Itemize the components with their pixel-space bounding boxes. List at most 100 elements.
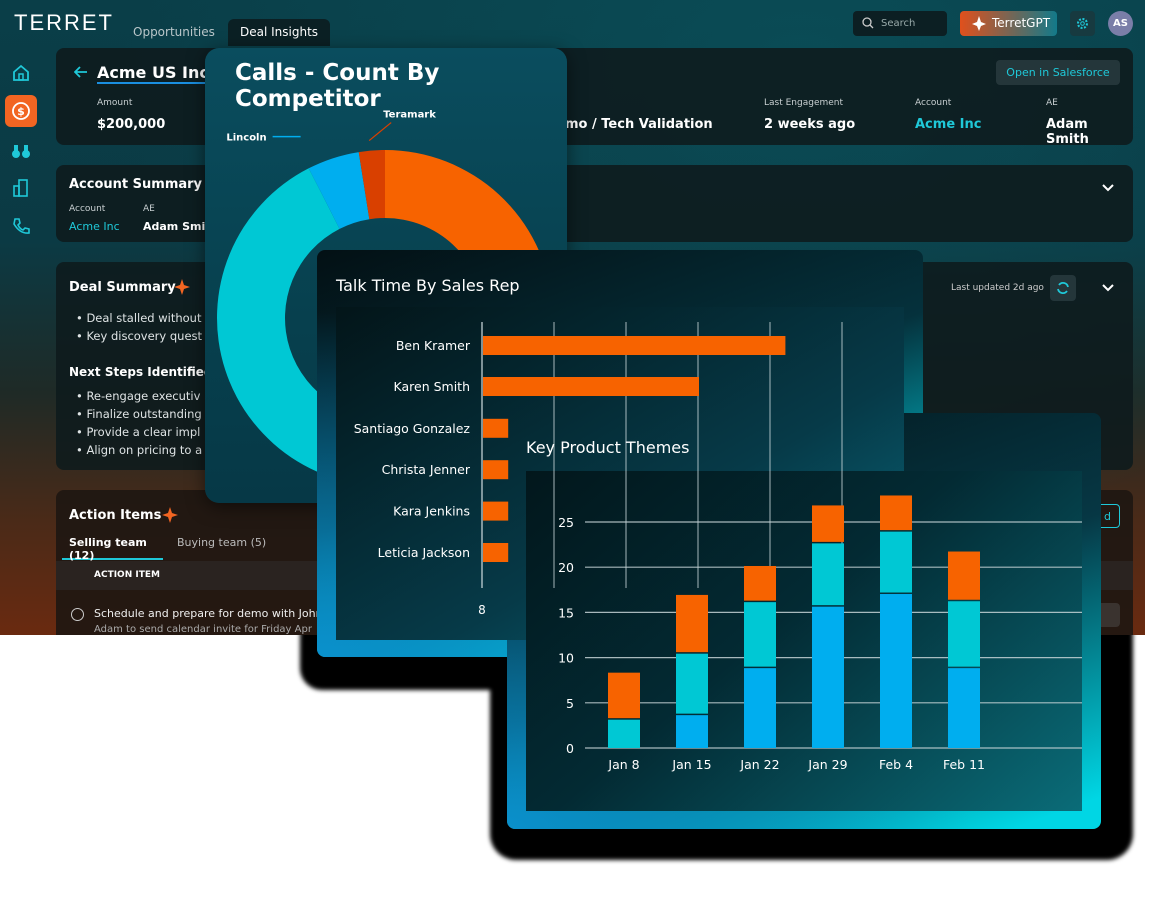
tab-opportunities[interactable]: Opportunities [133, 25, 215, 39]
bar-segment [744, 602, 776, 667]
account-link[interactable]: Acme Inc [915, 117, 982, 132]
bar [483, 336, 786, 355]
category-label: Christa Jenner [382, 462, 471, 477]
ae-label: AE [143, 204, 155, 214]
next-step-text: Provide a clear impl [86, 425, 201, 439]
bar-segment [948, 668, 980, 748]
bar [483, 460, 509, 480]
chart-title: Talk Time By Sales Rep [336, 276, 520, 295]
account-summary-title: Account Summary [69, 177, 203, 192]
themes-chart: 0 5 10 15 20 25 Jan 8 Jan 15 Jan 22 Jan 29 Feb 4 Fe… [558, 495, 1082, 772]
key-product-themes-card: Key Product Themes 0 5 10 15 20 25 Jan 8 Jan 15… [507, 413, 1101, 829]
bar-segment [676, 653, 708, 714]
category-label: Ben Kramer [396, 338, 471, 353]
ae-label: AE [1046, 98, 1058, 108]
slice-label: Teramark [383, 110, 436, 121]
donut-slice [216, 168, 412, 486]
bar [483, 377, 699, 396]
terretgpt-label: TerretGPT [992, 16, 1051, 30]
next-step: • Provide a clear impl [76, 425, 201, 439]
sidebar-item-deals[interactable]: $ [5, 95, 37, 127]
search-icon [862, 17, 874, 29]
bar-segment [880, 594, 912, 748]
deal-title[interactable]: Acme US Inc N [97, 63, 228, 84]
open-in-salesforce-button[interactable]: Open in Salesforce [996, 60, 1120, 85]
bullet-text: Deal stalled without [86, 311, 202, 325]
binoculars-icon[interactable] [10, 140, 32, 162]
next-step: • Align on pricing to a [76, 443, 203, 457]
y-tick-label: 25 [558, 515, 574, 530]
x-tick-label: Jan 8 [607, 757, 639, 772]
category-label: Leticia Jackson [378, 545, 470, 560]
y-tick-label: 20 [558, 560, 574, 575]
category-label: Santiago Gonzalez [354, 421, 471, 436]
x-tick-label: 8 [478, 603, 486, 617]
bar [483, 501, 509, 521]
svg-text:$: $ [17, 105, 25, 118]
tab-deal-insights[interactable]: Deal Insights [228, 19, 331, 46]
x-tick-label: Feb 11 [943, 757, 985, 772]
next-steps-title: Next Steps Identified [69, 365, 213, 379]
back-arrow-icon[interactable] [74, 66, 88, 78]
bar-segment [676, 715, 708, 748]
action-item-checkbox[interactable] [71, 608, 84, 621]
bar-segment [608, 719, 640, 748]
bar-segment [744, 668, 776, 748]
donut-slice [358, 150, 385, 220]
next-step: • Re-engage executiv [76, 389, 201, 403]
search-input[interactable]: Search [853, 11, 947, 36]
y-tick-label: 0 [566, 741, 574, 756]
next-step-text: Finalize outstanding [86, 407, 202, 421]
chart-title: Calls - Count By Competitor [235, 60, 440, 112]
amount-label: Amount [97, 98, 133, 108]
sparkle-icon [972, 16, 986, 31]
home-icon[interactable] [10, 62, 32, 84]
tab-buying-team[interactable]: Buying team (5) [177, 536, 267, 549]
bar-segment [812, 543, 844, 606]
summary-bullet: • Deal stalled without [76, 311, 202, 325]
deal-summary-title: Deal Summary [69, 280, 176, 295]
action-item-sub: Adam to send calendar invite for Friday … [94, 624, 312, 635]
search-placeholder: Search [881, 18, 916, 29]
bar [483, 418, 509, 438]
x-tick-label: Jan 15 [671, 757, 711, 772]
bar [483, 543, 509, 562]
account-label: Account [915, 98, 952, 108]
account-link[interactable]: Acme Inc [69, 220, 120, 233]
avatar[interactable]: AS [1108, 11, 1133, 36]
bar-segment [948, 551, 980, 600]
dollar-icon: $ [12, 102, 30, 120]
chevron-down-icon[interactable] [1101, 181, 1115, 195]
category-label: Karen Smith [394, 379, 471, 394]
action-item-text: Schedule and prepare for demo with John [94, 607, 323, 620]
settings-button[interactable] [1070, 11, 1095, 36]
y-tick-label: 5 [566, 696, 574, 711]
bar-segment [608, 672, 640, 719]
summary-bullet: • Key discovery quest [76, 329, 203, 343]
refresh-icon [1057, 282, 1069, 294]
amount-value: $200,000 [97, 117, 166, 132]
phone-icon[interactable] [10, 215, 32, 237]
account-label: Account [69, 204, 106, 214]
x-tick-label: Feb 4 [879, 757, 913, 772]
donut-slice [308, 152, 370, 229]
next-step-text: Align on pricing to a [86, 443, 203, 457]
building-icon[interactable] [10, 177, 32, 199]
category-label: Kara Jenkins [393, 504, 470, 519]
sparkle-icon [174, 279, 190, 295]
chevron-down-icon[interactable] [1101, 281, 1115, 295]
x-tick-label: Jan 29 [807, 757, 847, 772]
refresh-button[interactable] [1050, 275, 1076, 301]
chart-title: Key Product Themes [526, 438, 690, 457]
action-items-title: Action Items [69, 508, 162, 523]
tab-selling-team[interactable]: Selling team (12) [62, 536, 163, 562]
last-engagement-label: Last Engagement [764, 98, 844, 108]
x-tick-label: Jan 22 [739, 757, 779, 772]
bar-segment [880, 495, 912, 531]
last-engagement-value: 2 weeks ago [764, 117, 856, 132]
sparkle-icon [162, 507, 178, 523]
logo: TERRET [14, 10, 114, 35]
talk-time-chart: Ben Kramer Karen Smith Santiago Gonzalez Ch… [354, 322, 843, 617]
terretgpt-button[interactable]: TerretGPT [960, 11, 1057, 36]
ae-value: Adam Smit [143, 220, 211, 233]
